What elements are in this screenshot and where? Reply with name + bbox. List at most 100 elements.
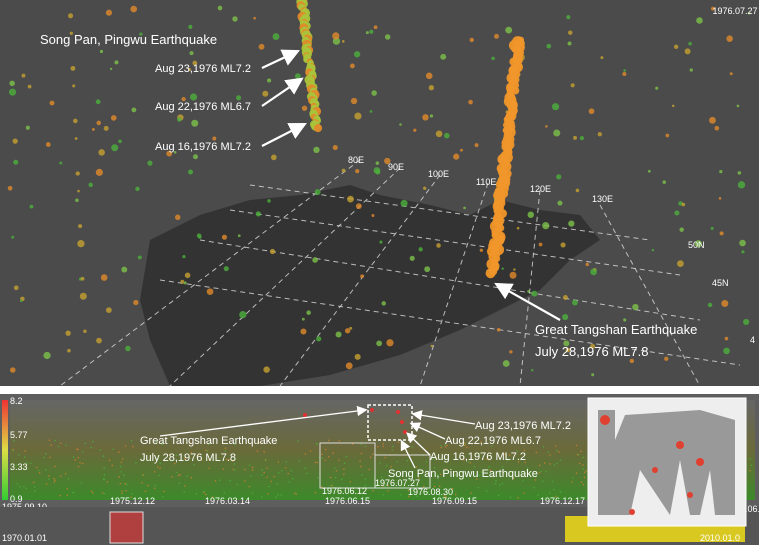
event-dot <box>350 97 358 105</box>
event-dot <box>522 480 525 482</box>
annotation: Aug 16,1976 ML7.2 <box>155 141 251 153</box>
event-dot <box>222 468 225 470</box>
event-dot <box>184 272 191 279</box>
event-dot <box>241 441 244 443</box>
event-dot <box>384 485 386 487</box>
event-dot <box>554 445 557 447</box>
event-dot <box>50 444 53 446</box>
event-dot <box>188 169 194 175</box>
event-dot <box>349 326 353 330</box>
event-dot <box>186 475 189 477</box>
event-dot <box>491 445 493 447</box>
event-dot <box>341 40 345 43</box>
event-dot <box>399 123 402 126</box>
event-dot <box>23 456 26 458</box>
event-dot <box>103 473 106 476</box>
event-dot <box>105 9 113 16</box>
event-dot <box>88 182 93 188</box>
arrow <box>261 77 304 107</box>
timeline: 8.2 5.77 3.33 0.9 1975.09.10 1975.12.12 … <box>0 394 759 545</box>
event-dot <box>354 353 361 360</box>
event-dot <box>12 138 18 144</box>
event-dot <box>72 456 75 458</box>
event-dot <box>295 73 301 79</box>
event-dot <box>469 461 472 464</box>
event-dot <box>295 493 297 495</box>
event-dot <box>543 462 546 464</box>
date-label: 1976.06.12 <box>322 486 367 496</box>
event-dot <box>262 90 269 97</box>
event-dot <box>99 49 104 54</box>
event-dot <box>101 492 104 494</box>
event-dot <box>8 88 17 96</box>
event-dot <box>360 465 362 468</box>
event-dot <box>568 220 575 227</box>
event-dot <box>65 444 67 447</box>
event-dot <box>21 73 26 78</box>
event-dot <box>446 444 448 447</box>
event-dot <box>250 474 252 477</box>
event-dot <box>316 336 322 342</box>
event-dot <box>341 168 346 173</box>
event-dot <box>743 318 750 325</box>
event-dot <box>501 482 504 485</box>
event-dot <box>267 199 271 203</box>
event-dot <box>580 481 583 484</box>
event-dot <box>7 185 13 191</box>
event-dot <box>176 471 178 474</box>
event-dot <box>387 484 389 487</box>
event-dot <box>301 105 308 111</box>
event-dot <box>458 441 461 443</box>
event-dot <box>60 442 62 445</box>
event-dot <box>559 491 562 493</box>
event-dot <box>251 492 254 494</box>
event-dot <box>512 477 515 479</box>
event-dot <box>212 136 217 141</box>
event-dot <box>665 133 670 138</box>
event-dot <box>467 460 470 463</box>
event-dot <box>575 188 580 193</box>
event-dot <box>171 475 173 478</box>
event-dot <box>151 454 154 457</box>
event-dot <box>15 464 18 467</box>
event-dot <box>501 267 504 270</box>
event-dot <box>44 469 47 471</box>
event-dot <box>59 161 63 165</box>
event-dot <box>225 458 228 461</box>
event-dot <box>142 474 145 476</box>
annotation: July 28,1976 ML7.8 <box>535 344 648 359</box>
event-dot <box>402 485 405 487</box>
event-dot <box>545 470 547 473</box>
event-dot <box>527 211 534 219</box>
event-dot <box>553 488 555 491</box>
event-dot <box>499 484 501 486</box>
event-dot <box>408 495 410 498</box>
event-dot <box>464 443 467 446</box>
event-dot <box>710 226 714 230</box>
event-dot <box>236 95 242 101</box>
event-dot <box>623 318 627 322</box>
event-dot <box>76 448 78 451</box>
event-dot <box>542 222 550 230</box>
event-dot <box>206 288 214 296</box>
event-dot <box>75 171 80 176</box>
event-dot <box>10 367 16 373</box>
event-dot <box>509 496 512 499</box>
selection <box>374 454 431 489</box>
event-dot <box>466 446 468 449</box>
event-dot <box>25 125 30 130</box>
event-dot <box>65 330 71 336</box>
event-dot <box>121 490 123 492</box>
event-dot <box>177 117 182 122</box>
event-dot <box>664 356 669 361</box>
event-dot <box>476 478 478 480</box>
event-dot <box>125 483 128 486</box>
event-dot <box>384 157 391 165</box>
event-dot <box>178 482 181 484</box>
event-dot <box>583 471 586 474</box>
event-dot <box>523 492 525 494</box>
event-dot <box>77 465 80 468</box>
event-dot <box>360 443 363 446</box>
arrow <box>261 49 300 69</box>
event-dot <box>70 65 76 71</box>
